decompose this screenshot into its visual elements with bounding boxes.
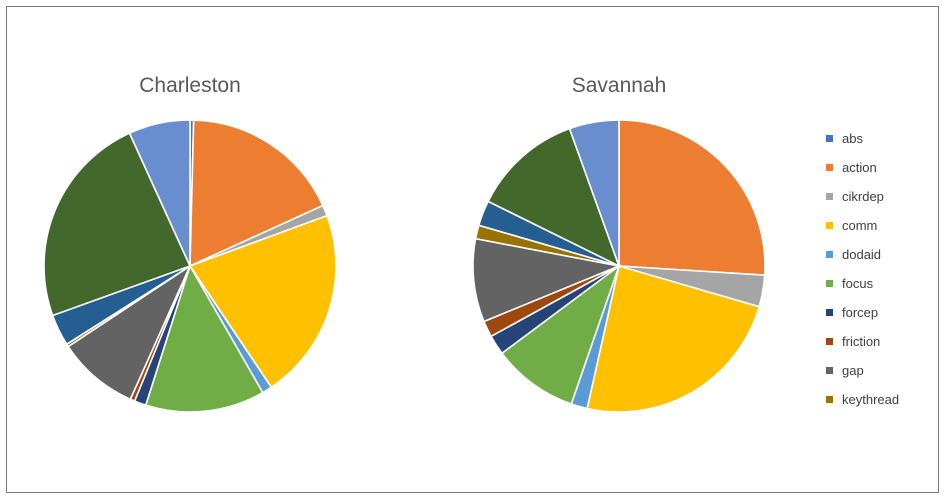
legend-item-dodaid: dodaid [826,240,899,269]
charleston-slice-gap [67,263,192,401]
legend-swatch [826,338,833,345]
legend-swatch [826,251,833,258]
legend-label: cikrdep [842,189,884,204]
charleston-slice-focus [144,264,264,413]
savannah-slice-focus [500,263,621,405]
legend-label: focus [842,276,874,291]
savannah-pie [472,119,766,413]
charleston-slice-action [189,119,324,268]
legend-item-friction: friction [826,327,899,356]
legend-label: friction [842,334,881,349]
savannah-slice-action [618,119,766,277]
legend-label: action [842,160,877,175]
legend-label: forcep [842,305,879,320]
legend-item-action: action [826,153,899,182]
legend-label: keythread [842,392,900,407]
legend-item-abs: abs [826,124,899,153]
legend-label: dodaid [842,247,882,262]
legend-label: gap [842,363,864,378]
savannah-slice-slice-12 [568,119,620,267]
charleston-slice-comm [188,214,337,389]
legend-swatch [826,309,833,316]
legend-item-comm: comm [826,211,899,240]
legend-swatch [826,193,833,200]
legend-label: comm [842,218,878,233]
savannah-title: Savannah [572,74,667,97]
legend-label: abs [842,131,863,146]
charleston-slice-slice-11 [43,132,192,317]
legend-item-forcep: forcep [826,298,899,327]
legend-item-keythread: keythread [826,385,899,414]
legend-item-focus: focus [826,269,899,298]
legend-swatch [826,164,833,171]
legend-swatch [826,135,833,142]
legend-item-cikrdep: cikrdep [826,182,899,211]
savannah-slice-comm [586,264,761,413]
legend: abs action cikrdep comm dodaid focus for… [826,124,899,414]
legend-swatch [826,396,833,403]
charleston-slice-slice-12 [128,119,191,267]
savannah-slice-slice-11 [487,127,621,268]
legend-swatch [826,222,833,229]
charleston-pie [43,119,337,413]
legend-swatch [826,367,833,374]
legend-swatch [826,280,833,287]
charleston-title: Charleston [139,74,241,97]
legend-item-gap: gap [826,356,899,385]
